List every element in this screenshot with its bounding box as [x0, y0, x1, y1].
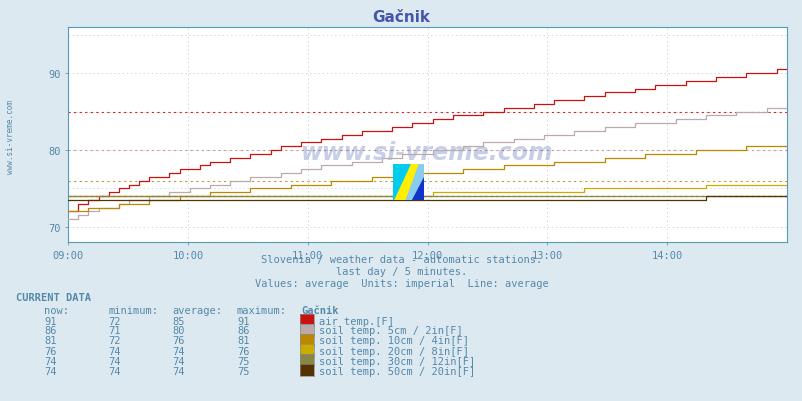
Text: 75: 75	[237, 356, 249, 366]
Text: 76: 76	[44, 346, 57, 356]
Text: 80: 80	[172, 326, 185, 336]
Text: soil temp. 10cm / 4in[F]: soil temp. 10cm / 4in[F]	[318, 336, 468, 346]
Text: 81: 81	[44, 336, 57, 346]
Text: Slovenia / weather data - automatic stations.: Slovenia / weather data - automatic stat…	[261, 255, 541, 265]
Text: 74: 74	[44, 366, 57, 376]
Polygon shape	[393, 164, 410, 200]
Text: CURRENT DATA: CURRENT DATA	[16, 293, 91, 303]
Text: air temp.[F]: air temp.[F]	[318, 316, 393, 326]
Polygon shape	[406, 164, 423, 200]
Text: soil temp. 30cm / 12in[F]: soil temp. 30cm / 12in[F]	[318, 356, 475, 366]
Text: www.si-vreme.com: www.si-vreme.com	[6, 99, 15, 173]
Text: Values: average  Units: imperial  Line: average: Values: average Units: imperial Line: av…	[254, 279, 548, 289]
Text: 76: 76	[237, 346, 249, 356]
Text: 86: 86	[44, 326, 57, 336]
Polygon shape	[407, 164, 423, 200]
Text: 74: 74	[172, 356, 185, 366]
Text: 74: 74	[44, 356, 57, 366]
Text: 91: 91	[44, 316, 57, 326]
Text: 76: 76	[172, 336, 185, 346]
Text: minimum:: minimum:	[108, 305, 158, 315]
Text: 81: 81	[237, 336, 249, 346]
Text: soil temp. 20cm / 8in[F]: soil temp. 20cm / 8in[F]	[318, 346, 468, 356]
Text: 75: 75	[237, 366, 249, 376]
Text: 74: 74	[108, 366, 121, 376]
Text: 71: 71	[108, 326, 121, 336]
Text: 74: 74	[108, 346, 121, 356]
Text: now:: now:	[44, 305, 69, 315]
Text: www.si-vreme.com: www.si-vreme.com	[301, 140, 553, 164]
Text: soil temp. 5cm / 2in[F]: soil temp. 5cm / 2in[F]	[318, 326, 462, 336]
Text: 72: 72	[108, 336, 121, 346]
Text: soil temp. 50cm / 20in[F]: soil temp. 50cm / 20in[F]	[318, 366, 475, 376]
Text: maximum:: maximum:	[237, 305, 286, 315]
Text: Gačnik: Gačnik	[301, 305, 338, 315]
Text: 74: 74	[172, 366, 185, 376]
Text: 74: 74	[172, 346, 185, 356]
Text: average:: average:	[172, 305, 222, 315]
Text: 74: 74	[108, 356, 121, 366]
Text: last day / 5 minutes.: last day / 5 minutes.	[335, 267, 467, 277]
Text: 86: 86	[237, 326, 249, 336]
Text: Gačnik: Gačnik	[372, 10, 430, 25]
Text: 91: 91	[237, 316, 249, 326]
Text: 85: 85	[172, 316, 185, 326]
Text: 72: 72	[108, 316, 121, 326]
